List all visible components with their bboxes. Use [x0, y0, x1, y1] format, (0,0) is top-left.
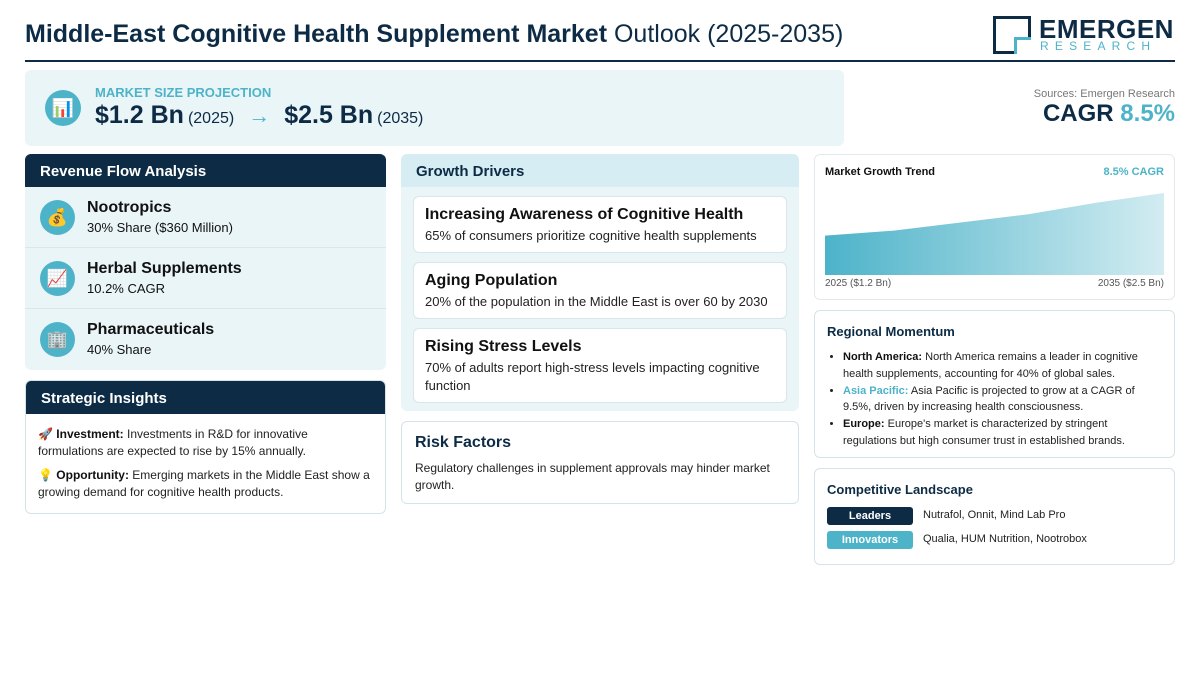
cagr-value: 8.5%	[1120, 100, 1175, 127]
competitor-row: Leaders Nutrafol, Onnit, Mind Lab Pro	[827, 507, 1162, 531]
insight-text: Emerging markets in the Middle East show…	[38, 468, 370, 499]
revenue-item-name: Pharmaceuticals	[87, 321, 215, 338]
region-label: Europe:	[843, 418, 885, 431]
region-text: Asia Pacific is projected to grow at a C…	[843, 384, 1135, 414]
driver-card: Increasing Awareness of Cognitive Health…	[413, 196, 787, 253]
projection-label: MARKET SIZE PROJECTION	[95, 85, 272, 100]
logo-square-icon	[993, 16, 1031, 54]
competitive-landscape-title: Competitive Landscape	[827, 482, 973, 497]
revenue-item-name: Nootropics	[87, 199, 172, 216]
rocket-icon: 🚀	[38, 427, 53, 441]
strategic-insights-panel: Strategic Insights 🚀 Investment: Investm…	[25, 380, 386, 514]
competitor-row: Innovators Qualia, HUM Nutrition, Nootro…	[827, 531, 1162, 555]
region-label: North America:	[843, 351, 923, 363]
page-title: Middle-East Cognitive Health Supplement …	[25, 20, 843, 49]
region-list: North America: North America remains a l…	[827, 349, 1162, 450]
building-icon: 🏢	[40, 322, 75, 357]
driver-title: Increasing Awareness of Cognitive Health	[425, 206, 744, 223]
risk-factors-title: Risk Factors	[415, 434, 512, 451]
page-title-rest: Outlook (2025-2035)	[613, 20, 844, 48]
revenue-item-detail: 40% Share	[87, 342, 152, 357]
revenue-flow-panel: Revenue Flow Analysis 💰 Nootropics 30% S…	[25, 154, 386, 370]
arrow-right-icon: →	[248, 103, 271, 128]
strategic-insights-title: Strategic Insights	[26, 381, 385, 414]
driver-card: Rising Stress Levels 70% of adults repor…	[413, 328, 787, 403]
driver-text: 20% of the population in the Middle East…	[425, 294, 768, 309]
region-item: North America: North America remains a l…	[843, 349, 1162, 383]
cagr-summary: CAGR 8.5%	[1043, 100, 1175, 128]
growth-drivers-panel: Growth Drivers Increasing Awareness of C…	[401, 154, 799, 411]
growth-drivers-title: Growth Drivers	[401, 154, 799, 187]
chart-end-label: 2035 ($2.5 Bn)	[1097, 278, 1164, 289]
driver-title: Aging Population	[425, 272, 558, 289]
regional-momentum-title: Regional Momentum	[827, 324, 955, 339]
page-title-bold: Middle-East Cognitive Health Supplement …	[25, 20, 608, 48]
regional-momentum-panel: Regional Momentum North America: North A…	[814, 310, 1175, 458]
chart-cagr-label: 8.5% CAGR	[1103, 166, 1164, 178]
chart-title: Market Growth Trend	[825, 166, 936, 178]
revenue-item: 📈 Herbal Supplements 10.2% CAGR	[25, 248, 386, 309]
insight-item: 💡 Opportunity: Emerging markets in the M…	[38, 467, 373, 500]
insight-text: Investments in R&D for innovative formul…	[38, 427, 308, 458]
market-size-projection: 📊 MARKET SIZE PROJECTION $1.2 Bn (2025) → $…	[25, 70, 844, 146]
leaders-badge: Leaders	[827, 507, 913, 525]
revenue-item-name: Herbal Supplements	[87, 260, 242, 277]
region-item: Asia Pacific: Asia Pacific is projected …	[843, 383, 1162, 417]
logo-main-text: EMERGEN	[1039, 14, 1174, 44]
revenue-item: 💰 Nootropics 30% Share ($360 Million)	[25, 187, 386, 248]
revenue-item: 🏢 Pharmaceuticals 40% Share	[25, 309, 386, 370]
lightbulb-icon: 💡	[38, 468, 53, 482]
market-growth-trend-chart: Market Growth Trend 8.5% CAGR 2025 ($1.2…	[814, 154, 1175, 300]
trend-area-chart	[825, 193, 1164, 275]
insight-label: Opportunity:	[56, 468, 129, 482]
emergen-logo: EMERGEN RESEARCH	[993, 14, 1173, 56]
end-value: $2.5 Bn	[284, 101, 374, 129]
risk-factors-panel: Risk Factors Regulatory challenges in su…	[401, 421, 799, 504]
insight-label: Investment:	[56, 427, 124, 441]
chart-start-label: 2025 ($1.2 Bn)	[825, 278, 892, 289]
region-text: North America remains a leader in cognit…	[843, 351, 1138, 380]
logo-sub-text: RESEARCH	[1040, 39, 1157, 53]
start-value: $1.2 Bn	[95, 101, 184, 129]
region-text: Europe's market is characterized by stri…	[843, 418, 1125, 447]
risk-factors-text: Regulatory challenges in supplement appr…	[415, 461, 770, 492]
bar-chart-icon: 📊	[45, 90, 81, 126]
start-year: (2025)	[187, 110, 235, 127]
cagr-label: CAGR	[1042, 100, 1114, 127]
driver-text: 65% of consumers prioritize cognitive he…	[425, 228, 757, 243]
chart-area-series	[825, 193, 1164, 275]
money-bag-icon: 💰	[40, 200, 75, 235]
insight-item: 🚀 Investment: Investments in R&D for inn…	[38, 426, 373, 459]
competitor-names: Qualia, HUM Nutrition, Nootrobox	[923, 533, 1087, 545]
innovators-badge: Innovators	[827, 531, 913, 549]
end-year: (2035)	[377, 110, 424, 127]
trend-up-icon: 📈	[40, 261, 75, 296]
revenue-item-detail: 10.2% CAGR	[87, 281, 166, 296]
revenue-flow-title: Revenue Flow Analysis	[25, 154, 386, 187]
region-label: Asia Pacific:	[843, 384, 909, 397]
competitor-names: Nutrafol, Onnit, Mind Lab Pro	[923, 509, 1066, 521]
competitive-landscape-panel: Competitive Landscape Leaders Nutrafol, …	[814, 468, 1175, 565]
page-header: Middle-East Cognitive Health Supplement …	[25, 12, 1175, 62]
driver-text: 70% of adults report high-stress levels …	[425, 360, 760, 393]
revenue-item-detail: 30% Share ($360 Million)	[87, 220, 233, 235]
region-item: Europe: Europe's market is characterized…	[843, 416, 1162, 450]
sources-text: Sources: Emergen Research	[1033, 88, 1175, 100]
driver-title: Rising Stress Levels	[425, 338, 582, 355]
projection-values: $1.2 Bn (2025) → $2.5 Bn (2035)	[95, 101, 423, 130]
driver-card: Aging Population 20% of the population i…	[413, 262, 787, 319]
